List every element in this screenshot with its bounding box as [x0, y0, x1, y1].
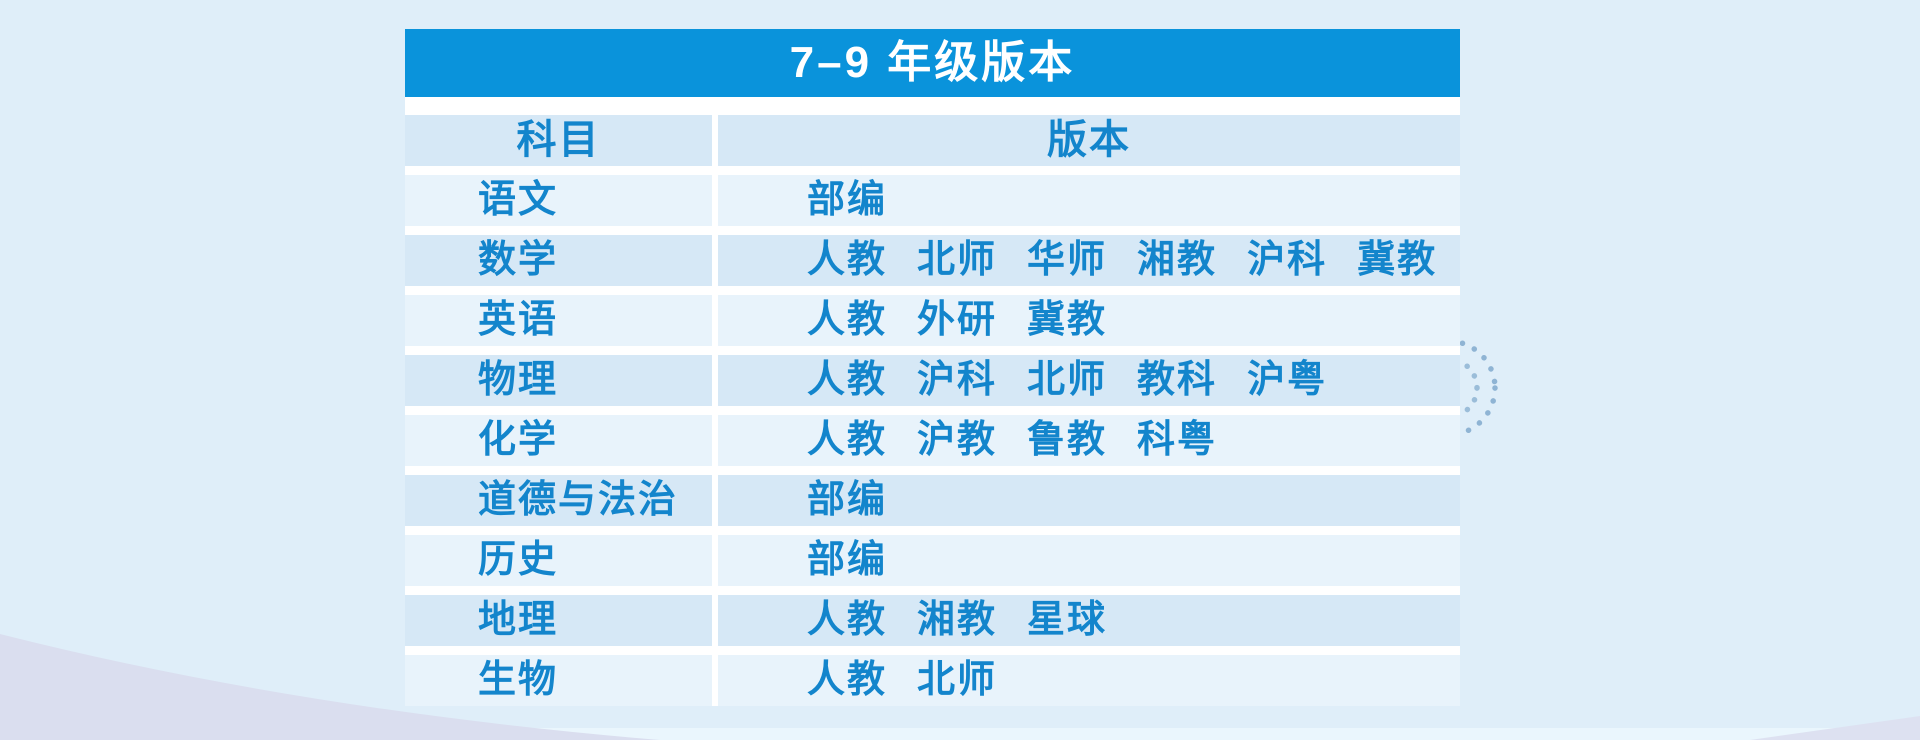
- table-title: 7–9 年级版本: [405, 29, 1460, 97]
- version-name: 湘教: [1137, 239, 1218, 281]
- version-name: 部编: [807, 479, 888, 521]
- table-row: 道德与法治 部编: [405, 475, 1460, 526]
- subject-cell: 历史: [405, 535, 712, 586]
- table-row: 语文 部编: [405, 175, 1460, 226]
- table-row: 生物 人教 北师: [405, 655, 1460, 706]
- subject-cell: 道德与法治: [405, 475, 712, 526]
- versions-cell: 人教 外研 冀教: [718, 295, 1460, 346]
- table-row: 化学 人教 沪教 鲁教 科粤: [405, 415, 1460, 466]
- version-name: 沪科: [917, 359, 998, 401]
- lavender-wedge-right: [1750, 716, 1920, 740]
- version-name: 人教: [807, 359, 888, 401]
- version-name: 人教: [807, 599, 888, 641]
- grade-version-table: 7–9 年级版本 科目 版本 语文 部编 数学 人教 北师 华师 湘教 沪科 冀教 英语 …: [405, 29, 1460, 706]
- version-name: 人教: [807, 419, 888, 461]
- version-name: 人教: [807, 659, 888, 701]
- versions-cell: 人教 沪科 北师 教科 沪粤: [718, 355, 1460, 406]
- versions-cell: 人教 沪教 鲁教 科粤: [718, 415, 1460, 466]
- versions-cell: 人教 北师: [718, 655, 1460, 706]
- version-name: 北师: [917, 659, 998, 701]
- version-name: 冀教: [1027, 299, 1108, 341]
- table-row: 历史 部编: [405, 535, 1460, 586]
- version-name: 星球: [1027, 599, 1108, 641]
- version-name: 科粤: [1137, 419, 1218, 461]
- version-name: 冀教: [1357, 239, 1438, 281]
- version-name: 华师: [1027, 239, 1108, 281]
- version-name: 教科: [1137, 359, 1218, 401]
- version-name: 北师: [917, 239, 998, 281]
- versions-cell: 部编: [718, 475, 1460, 526]
- subject-cell: 语文: [405, 175, 712, 226]
- version-name: 人教: [807, 299, 888, 341]
- table-row: 物理 人教 沪科 北师 教科 沪粤: [405, 355, 1460, 406]
- subject-cell: 数学: [405, 235, 712, 286]
- subject-cell: 物理: [405, 355, 712, 406]
- version-name: 部编: [807, 179, 888, 221]
- versions-cell: 人教 北师 华师 湘教 沪科 冀教: [718, 235, 1460, 286]
- column-header-version: 版本: [718, 115, 1460, 166]
- version-name: 沪科: [1247, 239, 1328, 281]
- version-name: 部编: [807, 539, 888, 581]
- versions-cell: 部编: [718, 535, 1460, 586]
- table-row: 数学 人教 北师 华师 湘教 沪科 冀教: [405, 235, 1460, 286]
- version-name: 湘教: [917, 599, 998, 641]
- version-name: 鲁教: [1027, 419, 1108, 461]
- subject-cell: 生物: [405, 655, 712, 706]
- version-name: 沪教: [917, 419, 998, 461]
- table-header-row: 科目 版本: [405, 115, 1460, 166]
- versions-cell: 人教 湘教 星球: [718, 595, 1460, 646]
- version-name: 北师: [1027, 359, 1108, 401]
- table-row: 地理 人教 湘教 星球: [405, 595, 1460, 646]
- subject-cell: 地理: [405, 595, 712, 646]
- version-name: 外研: [917, 299, 998, 341]
- subject-cell: 化学: [405, 415, 712, 466]
- column-header-subject: 科目: [405, 115, 712, 166]
- versions-cell: 部编: [718, 175, 1460, 226]
- version-name: 人教: [807, 239, 888, 281]
- subject-cell: 英语: [405, 295, 712, 346]
- version-name: 沪粤: [1247, 359, 1328, 401]
- table-body: 科目 版本 语文 部编 数学 人教 北师 华师 湘教 沪科 冀教 英语 人教 外研 冀教 物理…: [405, 97, 1460, 706]
- table-row: 英语 人教 外研 冀教: [405, 295, 1460, 346]
- lavender-wedge-left: [0, 634, 660, 740]
